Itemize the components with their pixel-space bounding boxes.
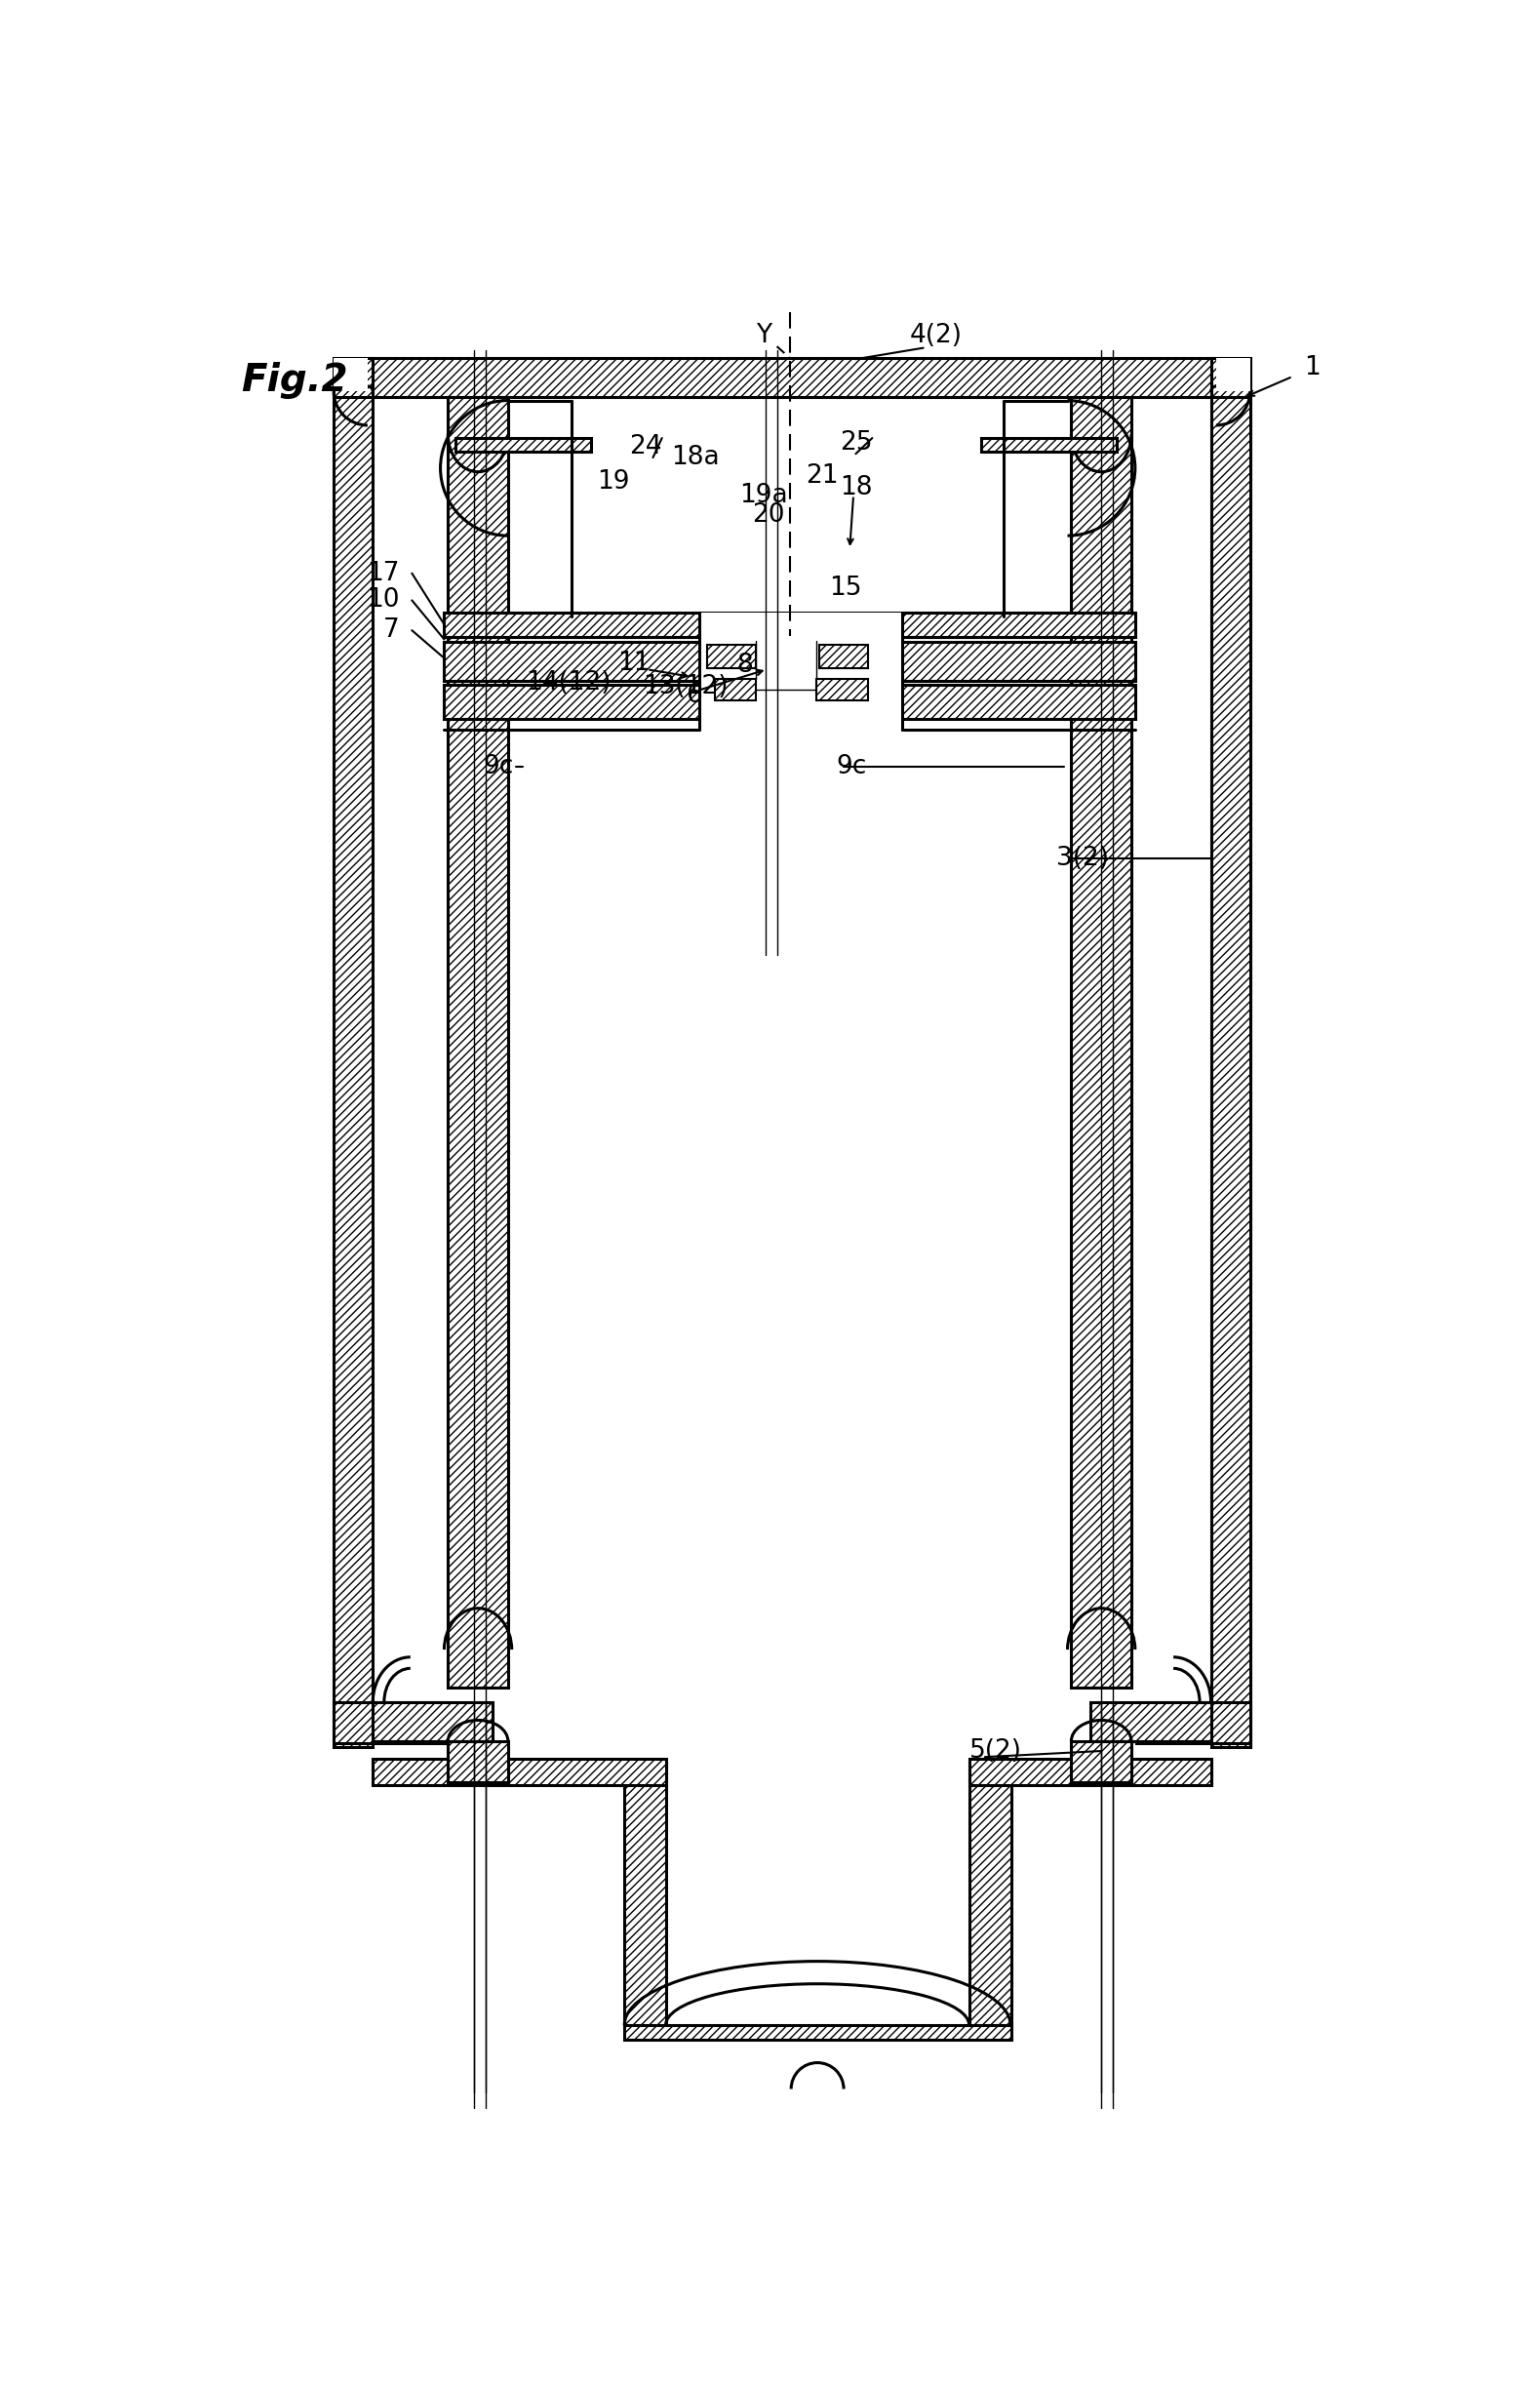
Text: 15: 15	[830, 575, 862, 601]
Text: 19a: 19a	[739, 482, 787, 508]
Bar	[334, 358, 368, 391]
Bar	[373, 1701, 493, 1742]
Bar	[444, 685, 1135, 718]
Bar	[1217, 358, 1250, 391]
Bar	[624, 1763, 665, 2026]
Bar	[624, 2026, 1012, 2040]
Bar	[448, 1742, 508, 1782]
Text: 21: 21	[805, 463, 838, 489]
Text: 24: 24	[630, 434, 662, 458]
Text: 20: 20	[752, 503, 785, 527]
Text: 25: 25	[839, 429, 872, 456]
Bar	[1072, 1742, 1132, 1782]
Bar	[707, 644, 756, 668]
Text: 6: 6	[687, 682, 702, 709]
Text: 7: 7	[383, 618, 399, 642]
Text: 13(12): 13(12)	[642, 673, 728, 699]
Bar	[334, 358, 373, 396]
Bar	[334, 1701, 448, 1744]
Bar	[970, 1763, 1012, 2026]
Bar	[444, 613, 1135, 637]
Text: Y: Y	[756, 322, 772, 348]
Bar	[715, 680, 756, 699]
Text: 14(12): 14(12)	[525, 670, 611, 697]
Text: 10: 10	[367, 587, 399, 613]
Text: 9c: 9c	[482, 754, 513, 780]
Text: 11: 11	[618, 651, 650, 675]
Bar	[1210, 358, 1250, 396]
Text: 3(2): 3(2)	[1056, 847, 1109, 871]
Text: 18a: 18a	[671, 444, 719, 470]
Text: 9c: 9c	[836, 754, 867, 780]
Bar	[1210, 391, 1250, 1747]
Bar	[373, 1758, 665, 1785]
Bar	[1137, 1701, 1250, 1744]
Text: 4(2): 4(2)	[910, 322, 962, 348]
Bar	[444, 642, 1135, 680]
Bar	[368, 358, 1217, 396]
Bar	[699, 613, 902, 730]
Bar	[448, 396, 508, 1687]
Bar	[970, 1758, 1210, 1785]
Bar	[456, 439, 591, 451]
Text: 17: 17	[367, 561, 399, 587]
Bar	[819, 644, 869, 668]
Text: 8: 8	[736, 654, 753, 678]
Text: 1: 1	[1304, 356, 1320, 379]
Text: 19: 19	[598, 470, 630, 494]
Bar	[816, 680, 869, 699]
Text: 18: 18	[839, 475, 872, 501]
Text: Fig.2: Fig.2	[242, 360, 348, 398]
Bar	[1090, 1701, 1210, 1742]
Bar	[334, 391, 373, 1747]
Bar	[981, 439, 1116, 451]
Bar	[1072, 396, 1132, 1687]
Text: 5(2): 5(2)	[970, 1739, 1023, 1763]
